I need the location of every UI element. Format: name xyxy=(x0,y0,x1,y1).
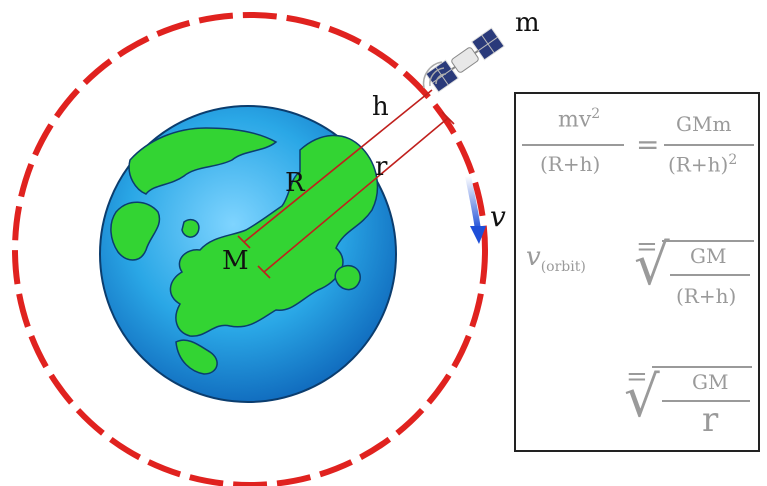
island-east xyxy=(334,264,361,291)
eq3-sqrt-sign: √ xyxy=(624,365,660,430)
eq2-sqrt-bar xyxy=(662,240,754,242)
velocity-arrow xyxy=(465,175,486,244)
eq1-lhs-denominator: (R+h) xyxy=(540,152,601,176)
eq2-sqrt-sign: √ xyxy=(634,233,670,298)
landmass-south xyxy=(175,339,218,375)
eq2-equals: = xyxy=(636,232,658,262)
eq3-denominator: r xyxy=(702,400,719,440)
eq3-numerator: GM xyxy=(692,370,729,394)
eq1-rhs-fraction-bar xyxy=(664,144,754,146)
eq3-fraction-bar xyxy=(662,400,750,402)
eq2-fraction-bar xyxy=(670,274,750,276)
formula-box: mv2 (R+h) = GMm (R+h)2 v(orbit) = √ GM (… xyxy=(514,92,760,452)
signal-waves-icon xyxy=(422,61,447,89)
line-r xyxy=(263,117,449,273)
orbit-ring xyxy=(12,12,488,486)
satellite-mass-label: m xyxy=(515,8,540,38)
line-R-plus-h xyxy=(243,89,433,243)
eq1-rhs-numerator: GMm xyxy=(676,112,732,136)
radius-lines xyxy=(237,89,455,279)
eq1-equals: = xyxy=(636,128,660,161)
velocity-label: v xyxy=(490,200,506,233)
tick-M xyxy=(237,235,251,249)
earth xyxy=(99,105,397,403)
earth-mass-label: M xyxy=(222,246,249,276)
earth-radius-label: R xyxy=(285,168,305,198)
eq1-lhs-numerator: mv2 xyxy=(558,106,601,133)
tick-r-center xyxy=(257,265,271,279)
altitude-label: h xyxy=(372,92,389,122)
eq1-rhs-denominator: (R+h)2 xyxy=(668,152,738,177)
orbit-radius-label: r xyxy=(375,152,388,182)
eq2-denominator: (R+h) xyxy=(676,284,737,308)
island-small xyxy=(181,218,200,238)
satellite-icon xyxy=(425,27,505,93)
eq2-variable: v(orbit) xyxy=(526,242,586,276)
landmass-main xyxy=(169,134,379,337)
eq2-numerator: GM xyxy=(690,244,727,268)
eq1-lhs-fraction-bar xyxy=(522,144,624,146)
eq3-equals: = xyxy=(626,362,648,392)
landmass-north xyxy=(128,127,278,195)
landmass-west xyxy=(110,201,161,261)
tick-r-end xyxy=(441,111,455,125)
eq3-sqrt-bar xyxy=(652,366,752,368)
